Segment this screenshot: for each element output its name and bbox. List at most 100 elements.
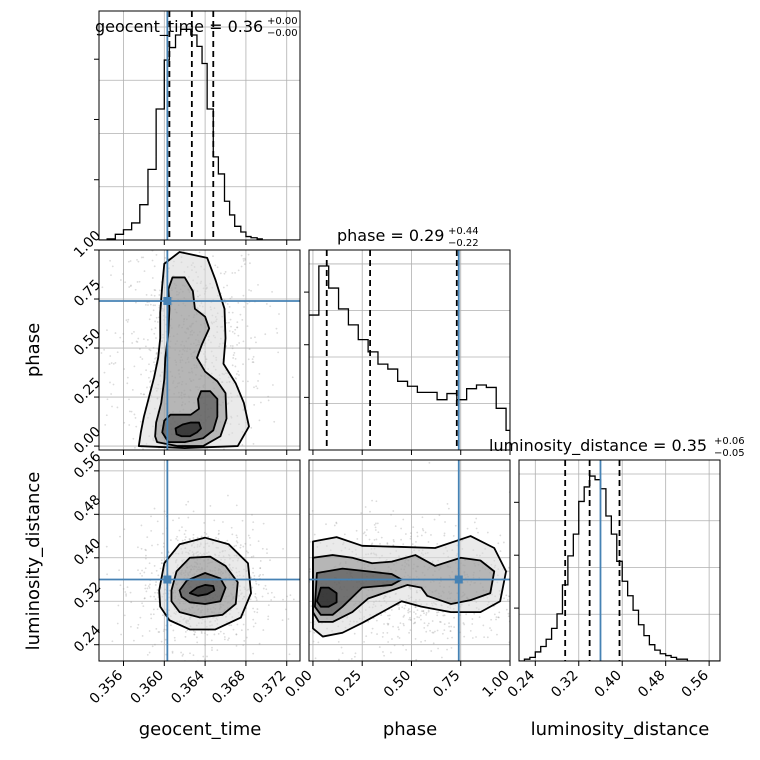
scatter-point bbox=[200, 535, 203, 538]
scatter-point bbox=[429, 629, 431, 632]
scatter-point bbox=[427, 609, 430, 612]
scatter-point bbox=[123, 528, 126, 531]
scatter-point bbox=[418, 616, 420, 619]
scatter-point bbox=[193, 457, 195, 459]
scatter-point bbox=[261, 595, 264, 598]
scatter-point bbox=[249, 544, 252, 546]
scatter-point bbox=[382, 651, 384, 653]
contour-line bbox=[174, 421, 202, 438]
scatter-point bbox=[152, 309, 155, 312]
scatter-point bbox=[383, 623, 385, 625]
scatter-point bbox=[226, 539, 229, 542]
panel-geocent-time-hist bbox=[99, 11, 300, 240]
scatter-point bbox=[202, 655, 205, 658]
scatter-point bbox=[446, 637, 449, 640]
scatter-point bbox=[268, 512, 270, 514]
scatter-point bbox=[192, 453, 194, 455]
scatter-point bbox=[178, 529, 181, 532]
scatter-point bbox=[109, 355, 112, 357]
scatter-point bbox=[402, 644, 404, 647]
scatter-point bbox=[238, 342, 241, 344]
scatter-point bbox=[522, 609, 524, 611]
scatter-point bbox=[160, 562, 163, 565]
scatter-point bbox=[200, 474, 202, 476]
scatter-point bbox=[245, 550, 248, 553]
scatter-point bbox=[313, 533, 316, 536]
scatter-point bbox=[189, 652, 191, 655]
scatter-point bbox=[409, 629, 412, 631]
scatter-point bbox=[257, 540, 260, 543]
scatter-point bbox=[196, 461, 198, 463]
scatter-point bbox=[426, 624, 429, 627]
scatter-point bbox=[110, 274, 112, 276]
scatter-point bbox=[448, 622, 450, 625]
x-tick-label: 0.56 bbox=[679, 667, 712, 700]
scatter-point bbox=[291, 376, 294, 379]
scatter-point bbox=[248, 348, 251, 350]
scatter-point bbox=[281, 616, 283, 618]
scatter-point bbox=[258, 419, 261, 422]
scatter-point bbox=[251, 361, 254, 364]
scatter-point bbox=[226, 303, 229, 305]
scatter-point bbox=[172, 629, 175, 632]
scatter-point bbox=[248, 560, 250, 562]
scatter-point bbox=[258, 372, 261, 375]
scatter-point bbox=[483, 636, 486, 639]
scatter-point bbox=[403, 607, 406, 610]
scatter-point bbox=[373, 524, 376, 526]
scatter-point bbox=[237, 370, 240, 373]
scatter-point bbox=[443, 623, 446, 626]
scatter-point bbox=[401, 606, 404, 609]
scatter-point bbox=[254, 622, 257, 625]
scatter-point bbox=[223, 638, 226, 641]
scatter-point bbox=[236, 326, 239, 329]
scatter-point bbox=[443, 629, 446, 632]
scatter-point bbox=[223, 211, 225, 213]
scatter-point bbox=[217, 533, 220, 536]
scatter-point bbox=[387, 622, 390, 625]
scatter-point bbox=[422, 610, 425, 613]
scatter-point bbox=[102, 528, 104, 530]
scatter-point bbox=[236, 326, 238, 329]
scatter-point bbox=[149, 512, 151, 514]
scatter-point bbox=[382, 631, 385, 634]
scatter-point bbox=[541, 583, 543, 585]
scatter-point bbox=[252, 555, 255, 558]
scatter-point bbox=[502, 541, 505, 544]
scatter-point bbox=[104, 423, 107, 426]
scatter-point bbox=[185, 246, 187, 248]
scatter-point bbox=[170, 507, 172, 509]
scatter-point bbox=[371, 542, 374, 545]
scatter-point bbox=[404, 533, 407, 535]
scatter-point bbox=[157, 316, 160, 319]
scatter-point bbox=[527, 602, 529, 604]
scatter-point bbox=[170, 624, 172, 627]
scatter-point bbox=[201, 487, 203, 489]
scatter-point bbox=[305, 575, 307, 577]
scatter-point bbox=[158, 631, 161, 633]
scatter-point bbox=[375, 538, 378, 541]
scatter-point bbox=[286, 595, 288, 598]
scatter-point bbox=[293, 602, 295, 604]
scatter-point bbox=[436, 614, 439, 617]
scatter-point bbox=[441, 632, 444, 635]
title-phase: phase = 0.29 bbox=[337, 226, 444, 245]
scatter-point bbox=[114, 332, 117, 334]
contour-line bbox=[312, 535, 507, 638]
scatter-point bbox=[436, 611, 438, 614]
scatter-point bbox=[228, 480, 230, 482]
scatter-point bbox=[173, 453, 175, 455]
scatter-point bbox=[275, 327, 278, 330]
scatter-point bbox=[421, 528, 424, 530]
scatter-point bbox=[252, 607, 254, 610]
scatter-point bbox=[219, 215, 221, 217]
scatter-point bbox=[184, 536, 187, 539]
scatter-point bbox=[236, 623, 239, 626]
scatter-point bbox=[149, 595, 152, 598]
scatter-point bbox=[213, 477, 215, 479]
scatter-point bbox=[180, 651, 183, 654]
scatter-point bbox=[254, 592, 257, 595]
scatter-point bbox=[309, 630, 312, 633]
scatter-point bbox=[409, 610, 411, 613]
scatter-point bbox=[142, 467, 144, 469]
